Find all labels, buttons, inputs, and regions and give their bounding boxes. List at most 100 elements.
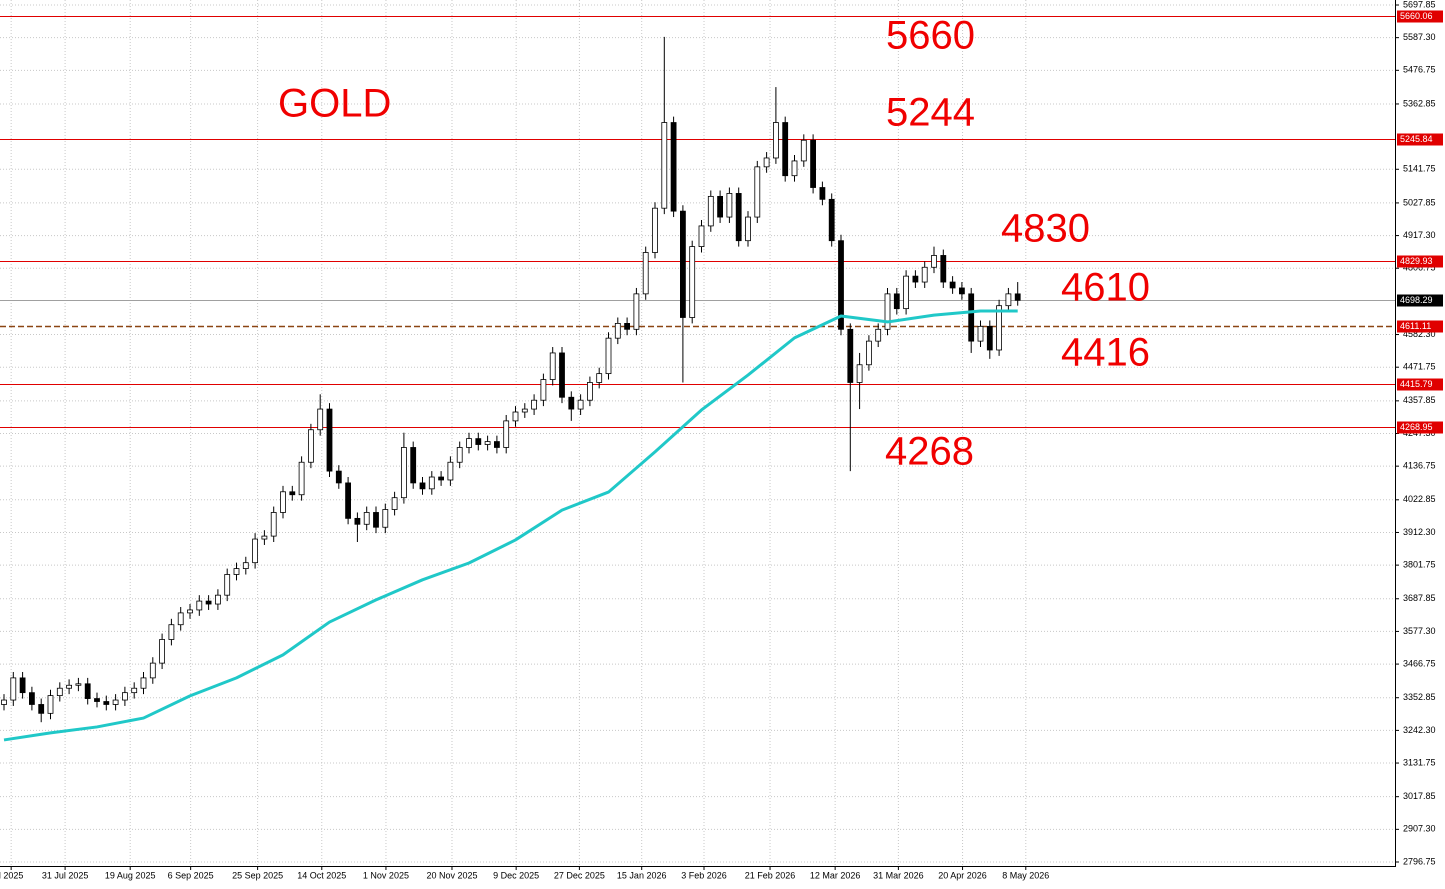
candle-body bbox=[856, 364, 863, 383]
y-tick-label: 4806.75 bbox=[1403, 263, 1436, 273]
y-tick-label: 3242.30 bbox=[1403, 725, 1436, 735]
y-tick-label: 3131.75 bbox=[1403, 757, 1436, 767]
candle-body bbox=[307, 429, 314, 463]
level-label-box bbox=[1397, 421, 1443, 434]
candle-body bbox=[773, 122, 779, 159]
candle-body bbox=[754, 166, 761, 218]
candle-body bbox=[280, 491, 286, 513]
candle-body bbox=[819, 187, 826, 200]
candle-body bbox=[707, 195, 714, 227]
candle-body bbox=[205, 600, 212, 605]
x-tick-label: 8 May 2026 bbox=[1002, 870, 1049, 880]
candle-body bbox=[866, 340, 872, 366]
candle-body bbox=[19, 677, 26, 694]
y-tick-label: 5027.85 bbox=[1403, 197, 1436, 207]
level-label: 5245.84 bbox=[1400, 134, 1433, 144]
candle-body bbox=[531, 399, 537, 410]
candle-body bbox=[745, 216, 751, 242]
candle-body bbox=[466, 438, 472, 448]
annotation: 5244 bbox=[886, 91, 975, 135]
candle-body bbox=[326, 408, 333, 472]
candle-body bbox=[354, 517, 361, 525]
candle-body bbox=[233, 568, 240, 575]
candle-body bbox=[791, 160, 798, 177]
candle-body bbox=[875, 328, 882, 342]
y-tick-label: 2907.30 bbox=[1403, 824, 1436, 834]
x-tick-label: 9 Dec 2025 bbox=[493, 870, 539, 880]
candle-body bbox=[131, 687, 138, 694]
candle-body bbox=[224, 574, 231, 596]
y-tick-label: 2796.75 bbox=[1403, 856, 1436, 866]
candle-body bbox=[493, 441, 500, 448]
candle-body bbox=[698, 225, 705, 247]
level-label-box bbox=[1397, 320, 1443, 333]
x-tick-label: 19 Aug 2025 bbox=[105, 870, 156, 880]
annotation: 4268 bbox=[885, 430, 974, 474]
candle-body bbox=[391, 497, 398, 510]
y-tick-label: 4917.30 bbox=[1403, 230, 1436, 240]
level-label: 4415.79 bbox=[1400, 379, 1433, 389]
candle-body bbox=[661, 122, 668, 209]
candle-body bbox=[382, 509, 389, 528]
candle-body bbox=[726, 193, 733, 218]
candle-body bbox=[968, 293, 975, 342]
x-tick-label: 1 Nov 2025 bbox=[363, 870, 409, 880]
candle-body bbox=[717, 195, 723, 218]
level-label-box bbox=[1397, 10, 1443, 23]
candle-body bbox=[363, 512, 370, 525]
candle-body bbox=[428, 476, 435, 490]
candle-body bbox=[559, 352, 565, 398]
level-label: 4829.93 bbox=[1400, 256, 1433, 266]
candle-body bbox=[996, 305, 1002, 351]
y-tick-label: 3352.85 bbox=[1403, 692, 1436, 702]
candle-body bbox=[828, 198, 835, 242]
candle-body bbox=[475, 438, 482, 445]
y-tick-label: 3912.30 bbox=[1403, 527, 1436, 537]
marks bbox=[1, 36, 1021, 742]
candle-body bbox=[921, 266, 928, 283]
candle-body bbox=[1, 699, 7, 705]
candle-body bbox=[689, 246, 696, 318]
candle-body bbox=[252, 538, 259, 564]
y-tick-label: 4022.85 bbox=[1403, 494, 1436, 504]
candle-body bbox=[596, 373, 603, 383]
y-tick-label: 3017.85 bbox=[1403, 791, 1436, 801]
candle-body bbox=[140, 677, 147, 689]
candle-body bbox=[614, 323, 621, 339]
candle-body bbox=[949, 281, 956, 289]
x-tick-label: 15 Jan 2026 bbox=[617, 870, 667, 880]
candle-body bbox=[540, 379, 547, 401]
y-tick-label: 5587.30 bbox=[1403, 32, 1436, 42]
candle-body bbox=[242, 562, 249, 569]
y-tick-label: 5697.85 bbox=[1403, 0, 1436, 9]
candle-body bbox=[177, 612, 184, 626]
candle-body bbox=[168, 624, 175, 640]
annotation: 4830 bbox=[1001, 207, 1090, 251]
x-tick-label: 27 Dec 2025 bbox=[554, 870, 605, 880]
candle-body bbox=[810, 139, 816, 188]
candle-body bbox=[75, 683, 82, 686]
candle-body bbox=[94, 698, 100, 702]
candle-body bbox=[261, 535, 268, 540]
candle-body bbox=[410, 447, 417, 484]
level-label-box bbox=[1397, 255, 1443, 268]
last-price-label: 4698.29 bbox=[1400, 295, 1433, 305]
candle-body bbox=[335, 470, 342, 484]
candle-body bbox=[977, 325, 984, 342]
x-tick-label: 6 Sep 2025 bbox=[168, 870, 214, 880]
y-tick-label: 5362.85 bbox=[1403, 98, 1436, 108]
candle-body bbox=[66, 684, 72, 689]
x-tick-label: 14 Oct 2025 bbox=[297, 870, 346, 880]
candle-body bbox=[633, 293, 640, 330]
candle-body bbox=[298, 461, 305, 496]
y-tick-label: 5476.75 bbox=[1403, 65, 1436, 75]
y-tick-label: 3801.75 bbox=[1403, 559, 1436, 569]
x-tick-label: 25 Sep 2025 bbox=[232, 870, 283, 880]
candle-body bbox=[959, 287, 965, 295]
candle-body bbox=[373, 512, 379, 528]
candle-body bbox=[512, 411, 519, 422]
x-tick-label: 31 Mar 2026 bbox=[873, 870, 924, 880]
candle-body bbox=[652, 207, 658, 253]
candle-body bbox=[503, 420, 510, 448]
